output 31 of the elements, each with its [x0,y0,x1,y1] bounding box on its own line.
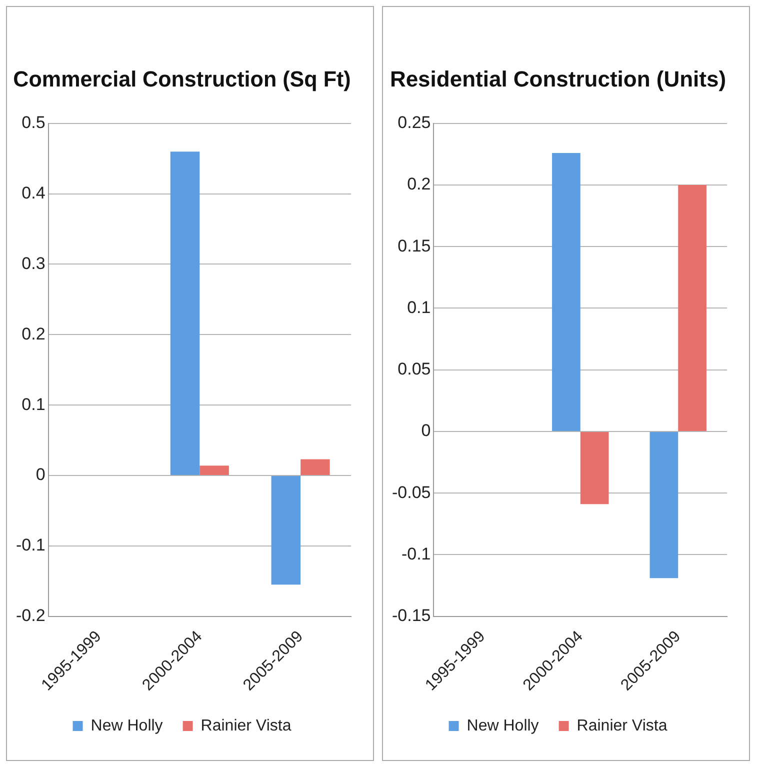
y-tick-label: -0.05 [392,482,431,502]
legend-label: New Holly [466,717,539,734]
bar [580,432,609,504]
y-tick-label: 0.2 [407,174,431,194]
legend-label: Rainier Vista [576,717,668,734]
y-tick-label: 0.2 [22,324,46,344]
y-tick-label: -0.1 [16,536,46,555]
bar [552,152,580,431]
chart-title: Commercial Construction (Sq Ft) [13,66,351,92]
y-tick-label: 0.3 [22,254,46,273]
y-tick-label: 0.15 [398,236,431,256]
y-tick-label: 0.5 [22,113,46,132]
bar [271,476,301,585]
y-tick-label: 0 [36,465,46,484]
y-tick-label: 0.25 [398,113,431,132]
bar [170,152,200,475]
chart-title: Residential Construction (Units) [390,66,726,92]
y-tick-label: 0.4 [22,184,46,203]
y-tick-label: 0.1 [407,298,431,317]
bar [650,432,678,578]
bar [678,185,706,431]
y-tick-label: 0.05 [398,360,431,379]
legend-label: Rainier Vista [200,717,292,734]
y-tick-label: -0.15 [392,606,431,626]
legend-label: New Holly [90,717,163,734]
bar [200,466,229,475]
y-tick-label: -0.1 [401,544,431,564]
y-tick-label: 0 [421,421,431,440]
y-tick-label: -0.2 [16,606,46,626]
bar [300,459,330,475]
y-tick-label: 0.1 [22,394,46,414]
